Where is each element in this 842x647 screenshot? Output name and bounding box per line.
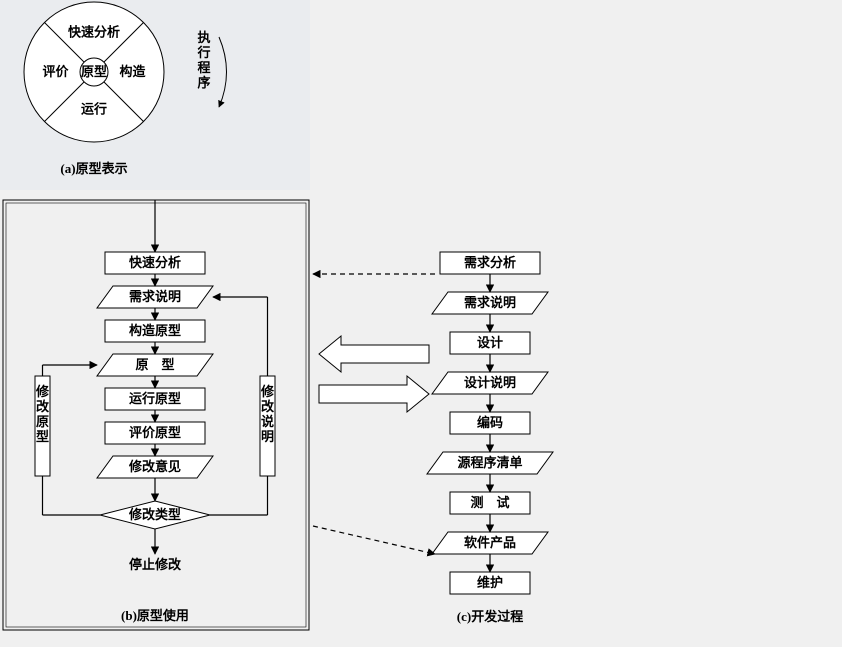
block-arrow-right [319, 376, 429, 412]
diamond-node: 修改类型 [100, 501, 210, 529]
parallelogram-node: 源程序清单 [427, 452, 553, 474]
svg-text:型: 型 [36, 429, 49, 444]
svg-text:评价: 评价 [42, 64, 69, 79]
diagram-b-prototype-usage: 快速分析需求说明构造原型原 型运行原型评价原型修改意见修改类型停止修改修改原型修… [3, 200, 309, 630]
svg-text:说: 说 [261, 414, 274, 429]
diagram-a-prototype-representation: 原型 快速分析构造运行 评价 执行程序 (a)原型表示 [0, 0, 310, 190]
caption-a: (a)原型表示 [60, 161, 127, 176]
svg-text:构造: 构造 [119, 64, 146, 79]
rect-node: 构造原型 [105, 320, 205, 342]
caption-b: (b)原型使用 [121, 608, 189, 623]
svg-text:序: 序 [197, 75, 210, 90]
parallelogram-node: 修改意见 [97, 456, 213, 478]
caption-c: (c)开发过程 [457, 609, 523, 624]
svg-text:原: 原 [36, 414, 49, 429]
exec-sequence-label: 执行程序 [196, 30, 210, 90]
parallelogram-node: 需求说明 [97, 286, 213, 308]
rect-node: 运行原型 [105, 388, 205, 410]
dashed-link-bottom [313, 526, 435, 554]
svg-text:评价原型: 评价原型 [129, 425, 181, 440]
svg-text:修改类型: 修改类型 [128, 507, 181, 522]
svg-text:改: 改 [261, 399, 275, 414]
svg-text:快速分析: 快速分析 [68, 24, 120, 39]
svg-text:修: 修 [35, 384, 50, 399]
parallelogram-node: 软件产品 [432, 532, 548, 554]
svg-text:构造原型: 构造原型 [129, 323, 181, 338]
rect-node: 设计 [450, 332, 530, 354]
svg-text:需求分析: 需求分析 [464, 255, 516, 270]
rect-node: 快速分析 [105, 252, 205, 274]
cross-links [313, 274, 435, 554]
svg-text:软件产品: 软件产品 [464, 535, 516, 550]
svg-text:运行: 运行 [81, 101, 107, 116]
svg-text:维护: 维护 [477, 575, 503, 590]
svg-text:修改意见: 修改意见 [128, 459, 181, 474]
block-arrow-left [319, 336, 429, 372]
svg-text:原 型: 原 型 [135, 357, 174, 372]
rect-node: 测 试 [450, 492, 530, 514]
parallelogram-node: 原 型 [97, 354, 213, 376]
svg-text:快速分析: 快速分析 [129, 255, 181, 270]
svg-text:明: 明 [261, 429, 274, 444]
svg-text:修: 修 [260, 384, 275, 399]
diagram-c-development-process: 需求分析需求说明设计设计说明编码源程序清单测 试软件产品维护 (c)开发过程 [427, 252, 553, 624]
svg-text:设计: 设计 [477, 335, 503, 350]
rect-node: 停止修改 [129, 557, 182, 572]
svg-text:运行原型: 运行原型 [129, 391, 181, 406]
svg-text:需求说明: 需求说明 [464, 295, 516, 310]
svg-text:需求说明: 需求说明 [129, 289, 181, 304]
svg-text:编码: 编码 [477, 415, 503, 430]
parallelogram-node: 需求说明 [432, 292, 548, 314]
svg-text:原型: 原型 [81, 64, 107, 79]
svg-text:执: 执 [197, 30, 210, 45]
rect-node: 评价原型 [105, 422, 205, 444]
svg-text:测 试: 测 试 [470, 495, 509, 510]
svg-text:改: 改 [36, 399, 50, 414]
rect-node: 需求分析 [440, 252, 540, 274]
svg-text:设计说明: 设计说明 [464, 375, 516, 390]
svg-text:停止修改: 停止修改 [129, 557, 182, 572]
svg-text:程: 程 [197, 60, 210, 75]
rect-node: 维护 [450, 572, 530, 594]
svg-text:源程序清单: 源程序清单 [457, 455, 522, 470]
svg-text:行: 行 [196, 45, 210, 60]
rect-node: 编码 [450, 412, 530, 434]
parallelogram-node: 设计说明 [432, 372, 548, 394]
